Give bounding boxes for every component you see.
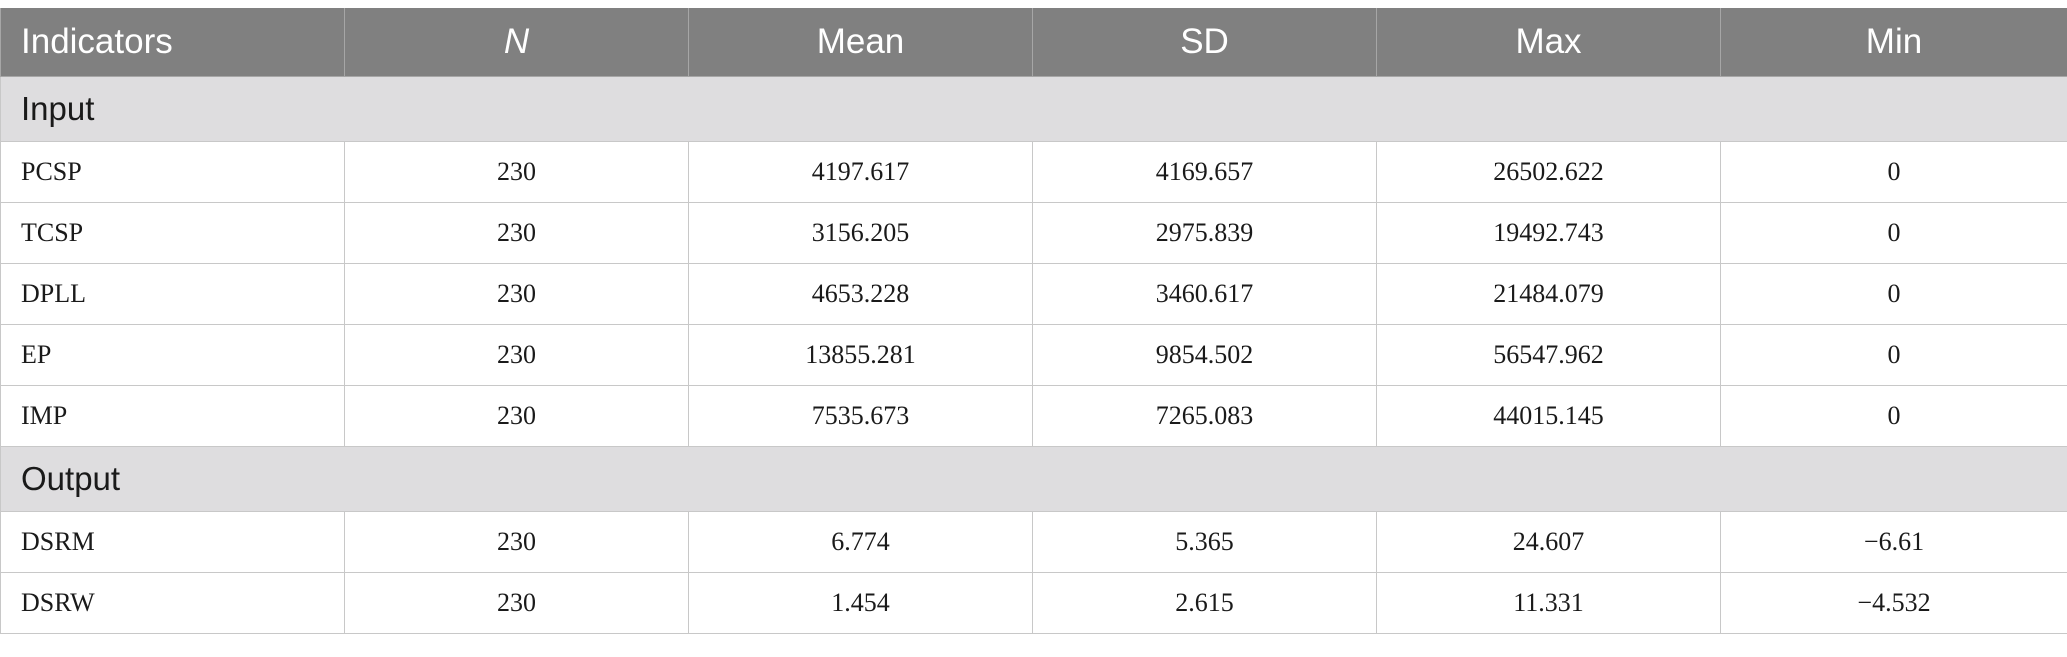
table-row: IMP 230 7535.673 7265.083 44015.145 0 [0,384,2067,447]
sd-cell: 7265.083 [1032,384,1377,447]
max-cell: 21484.079 [1376,262,1721,325]
n-cell: 230 [344,323,689,386]
min-cell: 0 [1720,384,2067,447]
table-body: Input PCSP 230 4197.617 4169.657 26502.6… [0,75,2067,634]
sd-cell: 9854.502 [1032,323,1377,386]
min-cell: −6.61 [1720,510,2067,573]
min-cell: 0 [1720,140,2067,203]
sd-cell: 3460.617 [1032,262,1377,325]
section-row-output: Output [0,445,2067,512]
table-row: DSRM 230 6.774 5.365 24.607 −6.61 [0,510,2067,573]
min-cell: −4.532 [1720,571,2067,634]
n-cell: 230 [344,201,689,264]
indicator-cell: DSRW [0,571,345,634]
section-label: Input [0,75,2067,142]
max-cell: 19492.743 [1376,201,1721,264]
mean-cell: 13855.281 [688,323,1033,386]
indicator-cell: DPLL [0,262,345,325]
min-cell: 0 [1720,201,2067,264]
mean-cell: 4197.617 [688,140,1033,203]
header-mean: Mean [688,8,1033,77]
n-cell: 230 [344,384,689,447]
table-row: EP 230 13855.281 9854.502 56547.962 0 [0,323,2067,386]
table-row: PCSP 230 4197.617 4169.657 26502.622 0 [0,140,2067,203]
sd-cell: 2975.839 [1032,201,1377,264]
indicator-cell: TCSP [0,201,345,264]
header-n: N [344,8,689,77]
table-header: Indicators N Mean SD Max Min [0,8,2067,77]
descriptive-statistics-table: Indicators N Mean SD Max Min Input PCSP … [0,8,2067,634]
max-cell: 56547.962 [1376,323,1721,386]
header-sd: SD [1032,8,1377,77]
max-cell: 11.331 [1376,571,1721,634]
indicator-cell: IMP [0,384,345,447]
n-cell: 230 [344,140,689,203]
n-cell: 230 [344,510,689,573]
indicator-cell: DSRM [0,510,345,573]
max-cell: 24.607 [1376,510,1721,573]
min-cell: 0 [1720,262,2067,325]
mean-cell: 6.774 [688,510,1033,573]
header-min: Min [1720,8,2067,77]
stats-table-container: Indicators N Mean SD Max Min Input PCSP … [0,8,2067,634]
sd-cell: 4169.657 [1032,140,1377,203]
indicator-cell: EP [0,323,345,386]
header-indicators: Indicators [0,8,345,77]
table-row: DPLL 230 4653.228 3460.617 21484.079 0 [0,262,2067,325]
sd-cell: 2.615 [1032,571,1377,634]
section-label: Output [0,445,2067,512]
indicator-cell: PCSP [0,140,345,203]
n-cell: 230 [344,571,689,634]
header-max: Max [1376,8,1721,77]
min-cell: 0 [1720,323,2067,386]
mean-cell: 3156.205 [688,201,1033,264]
n-cell: 230 [344,262,689,325]
sd-cell: 5.365 [1032,510,1377,573]
max-cell: 44015.145 [1376,384,1721,447]
table-row: DSRW 230 1.454 2.615 11.331 −4.532 [0,571,2067,634]
mean-cell: 1.454 [688,571,1033,634]
mean-cell: 7535.673 [688,384,1033,447]
section-row-input: Input [0,75,2067,142]
mean-cell: 4653.228 [688,262,1033,325]
table-row: TCSP 230 3156.205 2975.839 19492.743 0 [0,201,2067,264]
max-cell: 26502.622 [1376,140,1721,203]
